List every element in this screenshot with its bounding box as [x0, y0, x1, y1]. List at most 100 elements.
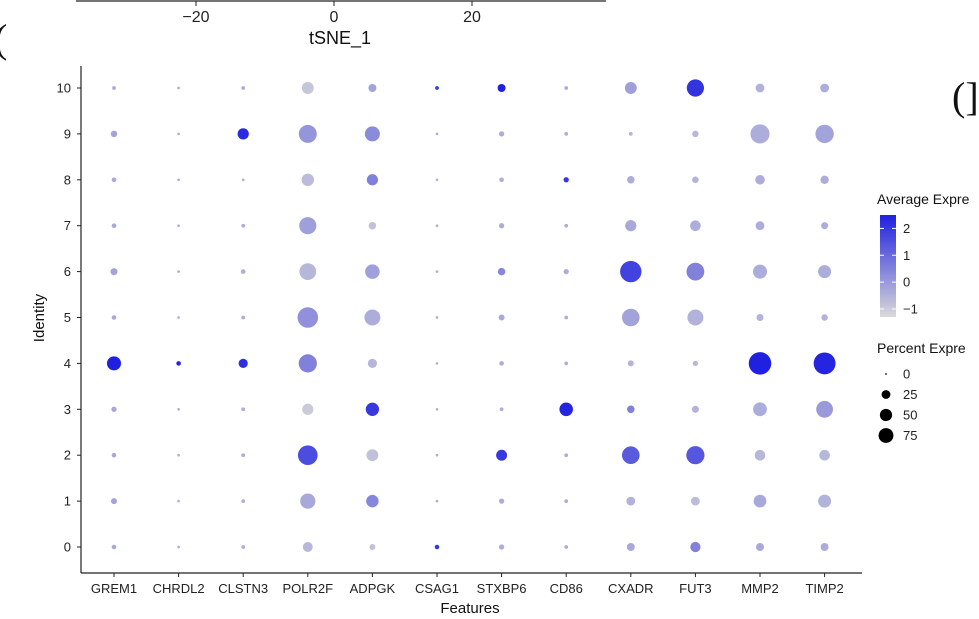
dot-cd86-id-1: [564, 499, 569, 503]
dot-grem1-id-0: [111, 544, 117, 550]
dot-adpgk-id-2: [366, 449, 379, 462]
dot-adpgk-id-4: [367, 358, 377, 368]
x-tick-label: TIMP2: [805, 581, 843, 596]
size-legend-label: 75: [903, 428, 917, 443]
dot-chrdl2-id-7: [177, 224, 180, 228]
y-tick-label: 5: [64, 310, 71, 325]
x-tick-label: STXBP6: [477, 581, 527, 596]
panel-tag-right: (]: [952, 74, 979, 119]
dot-adpgk-id-6: [365, 264, 380, 279]
dot-adpgk-id-5: [364, 309, 381, 326]
x-axis-title: Features: [440, 600, 499, 617]
color-legend-ticks: 2 1 0 −1: [880, 221, 918, 316]
dots-layer: [106, 79, 836, 553]
dot-grem1-id-1: [111, 498, 117, 505]
x-tick-label: CXADR: [608, 581, 654, 596]
dot-adpgk-id-8: [366, 174, 379, 186]
size-legend-dot: [885, 373, 887, 375]
dot-cxadr-id-8: [627, 176, 635, 184]
dot-polr2f-id-6: [299, 263, 317, 280]
y-tick-label: 8: [64, 172, 71, 187]
dot-fut3-id-1: [690, 496, 700, 506]
dot-timp2-id-2: [819, 449, 830, 461]
dot-chrdl2-id-10: [177, 86, 180, 90]
dot-mmp2-id-9: [750, 124, 770, 144]
top-tsne-fragment: −20 0 20 tSNE_1: [76, 0, 606, 49]
dot-clstn3-id-9: [237, 128, 249, 140]
dot-polr2f-id-1: [300, 493, 316, 509]
dot-clstn3-id-6: [240, 269, 246, 274]
dot-cd86-id-9: [564, 132, 569, 136]
dot-grem1-id-8: [111, 177, 117, 183]
y-ticks: 0 1 2 3 4 5 6 7 8 9 10: [57, 81, 81, 555]
y-tick-label: 9: [64, 126, 71, 141]
dot-mmp2-id-0: [756, 543, 764, 551]
y-tick-label: 6: [64, 264, 71, 279]
size-legend: Percent Expre 0 25 50 75: [877, 340, 966, 443]
dot-cd86-id-7: [564, 223, 569, 228]
dot-grem1-id-2: [111, 452, 117, 458]
dot-timp2-id-7: [821, 222, 829, 230]
y-tick-label: 0: [64, 540, 71, 555]
dot-stxbp6-id-8: [499, 177, 504, 183]
dot-adpgk-id-3: [365, 402, 380, 416]
dot-adpgk-id-1: [366, 494, 379, 508]
size-legend-label: 50: [903, 408, 917, 423]
dot-cxadr-id-3: [627, 405, 635, 414]
dot-adpgk-id-9: [364, 126, 380, 142]
y-tick-label: 2: [64, 448, 71, 463]
x-tick-label: CD86: [550, 581, 583, 596]
color-legend-tick-label: 1: [903, 248, 910, 263]
dot-csag1-id-9: [435, 132, 439, 136]
dot-csag1-id-0: [434, 544, 440, 550]
color-legend-tick-label: 2: [903, 221, 910, 236]
dot-csag1-id-3: [435, 407, 439, 411]
dot-cxadr-id-2: [621, 446, 640, 465]
y-tick-label: 10: [57, 81, 71, 96]
dot-clstn3-id-7: [241, 223, 246, 228]
x-tick-label: ADPGK: [350, 581, 396, 596]
dot-chrdl2-id-2: [177, 453, 180, 457]
dot-csag1-id-6: [435, 270, 439, 273]
y-tick-label: 1: [64, 494, 71, 509]
dot-cd86-id-5: [564, 315, 569, 320]
x-tick-label: CLSTN3: [218, 581, 268, 596]
dot-cxadr-id-5: [621, 308, 640, 327]
dot-chrdl2-id-1: [177, 499, 180, 503]
dot-fut3-id-5: [687, 309, 704, 326]
dot-cd86-id-0: [564, 545, 569, 549]
top-tick-label: −20: [182, 9, 209, 26]
dot-clstn3-id-0: [241, 545, 246, 549]
x-ticks: GREM1 CHRDL2 CLSTN3 POLR2F ADPGK CSAG1 STXBP6 C…: [91, 573, 844, 596]
dot-polr2f-id-9: [298, 124, 317, 143]
dot-fut3-id-8: [692, 176, 699, 184]
dot-cd86-id-10: [564, 86, 569, 90]
panel-tag-left: (: [0, 16, 7, 61]
dot-stxbp6-id-4: [499, 361, 504, 366]
dot-fut3-id-2: [686, 446, 705, 465]
dot-cxadr-id-7: [625, 220, 637, 232]
dot-clstn3-id-2: [241, 453, 246, 458]
dot-clstn3-id-4: [238, 358, 248, 368]
dot-clstn3-id-1: [241, 499, 246, 503]
dot-csag1-id-2: [435, 453, 439, 457]
dot-timp2-id-1: [818, 494, 832, 508]
dot-grem1-id-7: [111, 223, 117, 228]
dot-polr2f-id-2: [297, 445, 318, 466]
dot-clstn3-id-5: [241, 315, 246, 320]
dot-stxbp6-id-9: [498, 131, 505, 137]
top-tick-label: 20: [463, 9, 481, 26]
dot-polr2f-id-0: [302, 542, 313, 552]
dot-csag1-id-1: [435, 499, 439, 503]
dot-fut3-id-3: [691, 405, 699, 413]
dot-stxbp6-id-1: [498, 498, 505, 504]
dot-timp2-id-10: [820, 83, 830, 93]
color-legend-title: Average Expre: [877, 191, 970, 207]
dot-mmp2-id-7: [755, 221, 765, 231]
y-tick-label: 3: [64, 402, 71, 417]
dot-polr2f-id-3: [302, 403, 314, 415]
color-legend: Average Expre 2 1 0 −1: [877, 191, 970, 317]
dot-timp2-id-0: [820, 543, 829, 551]
dot-timp2-id-5: [821, 314, 828, 321]
